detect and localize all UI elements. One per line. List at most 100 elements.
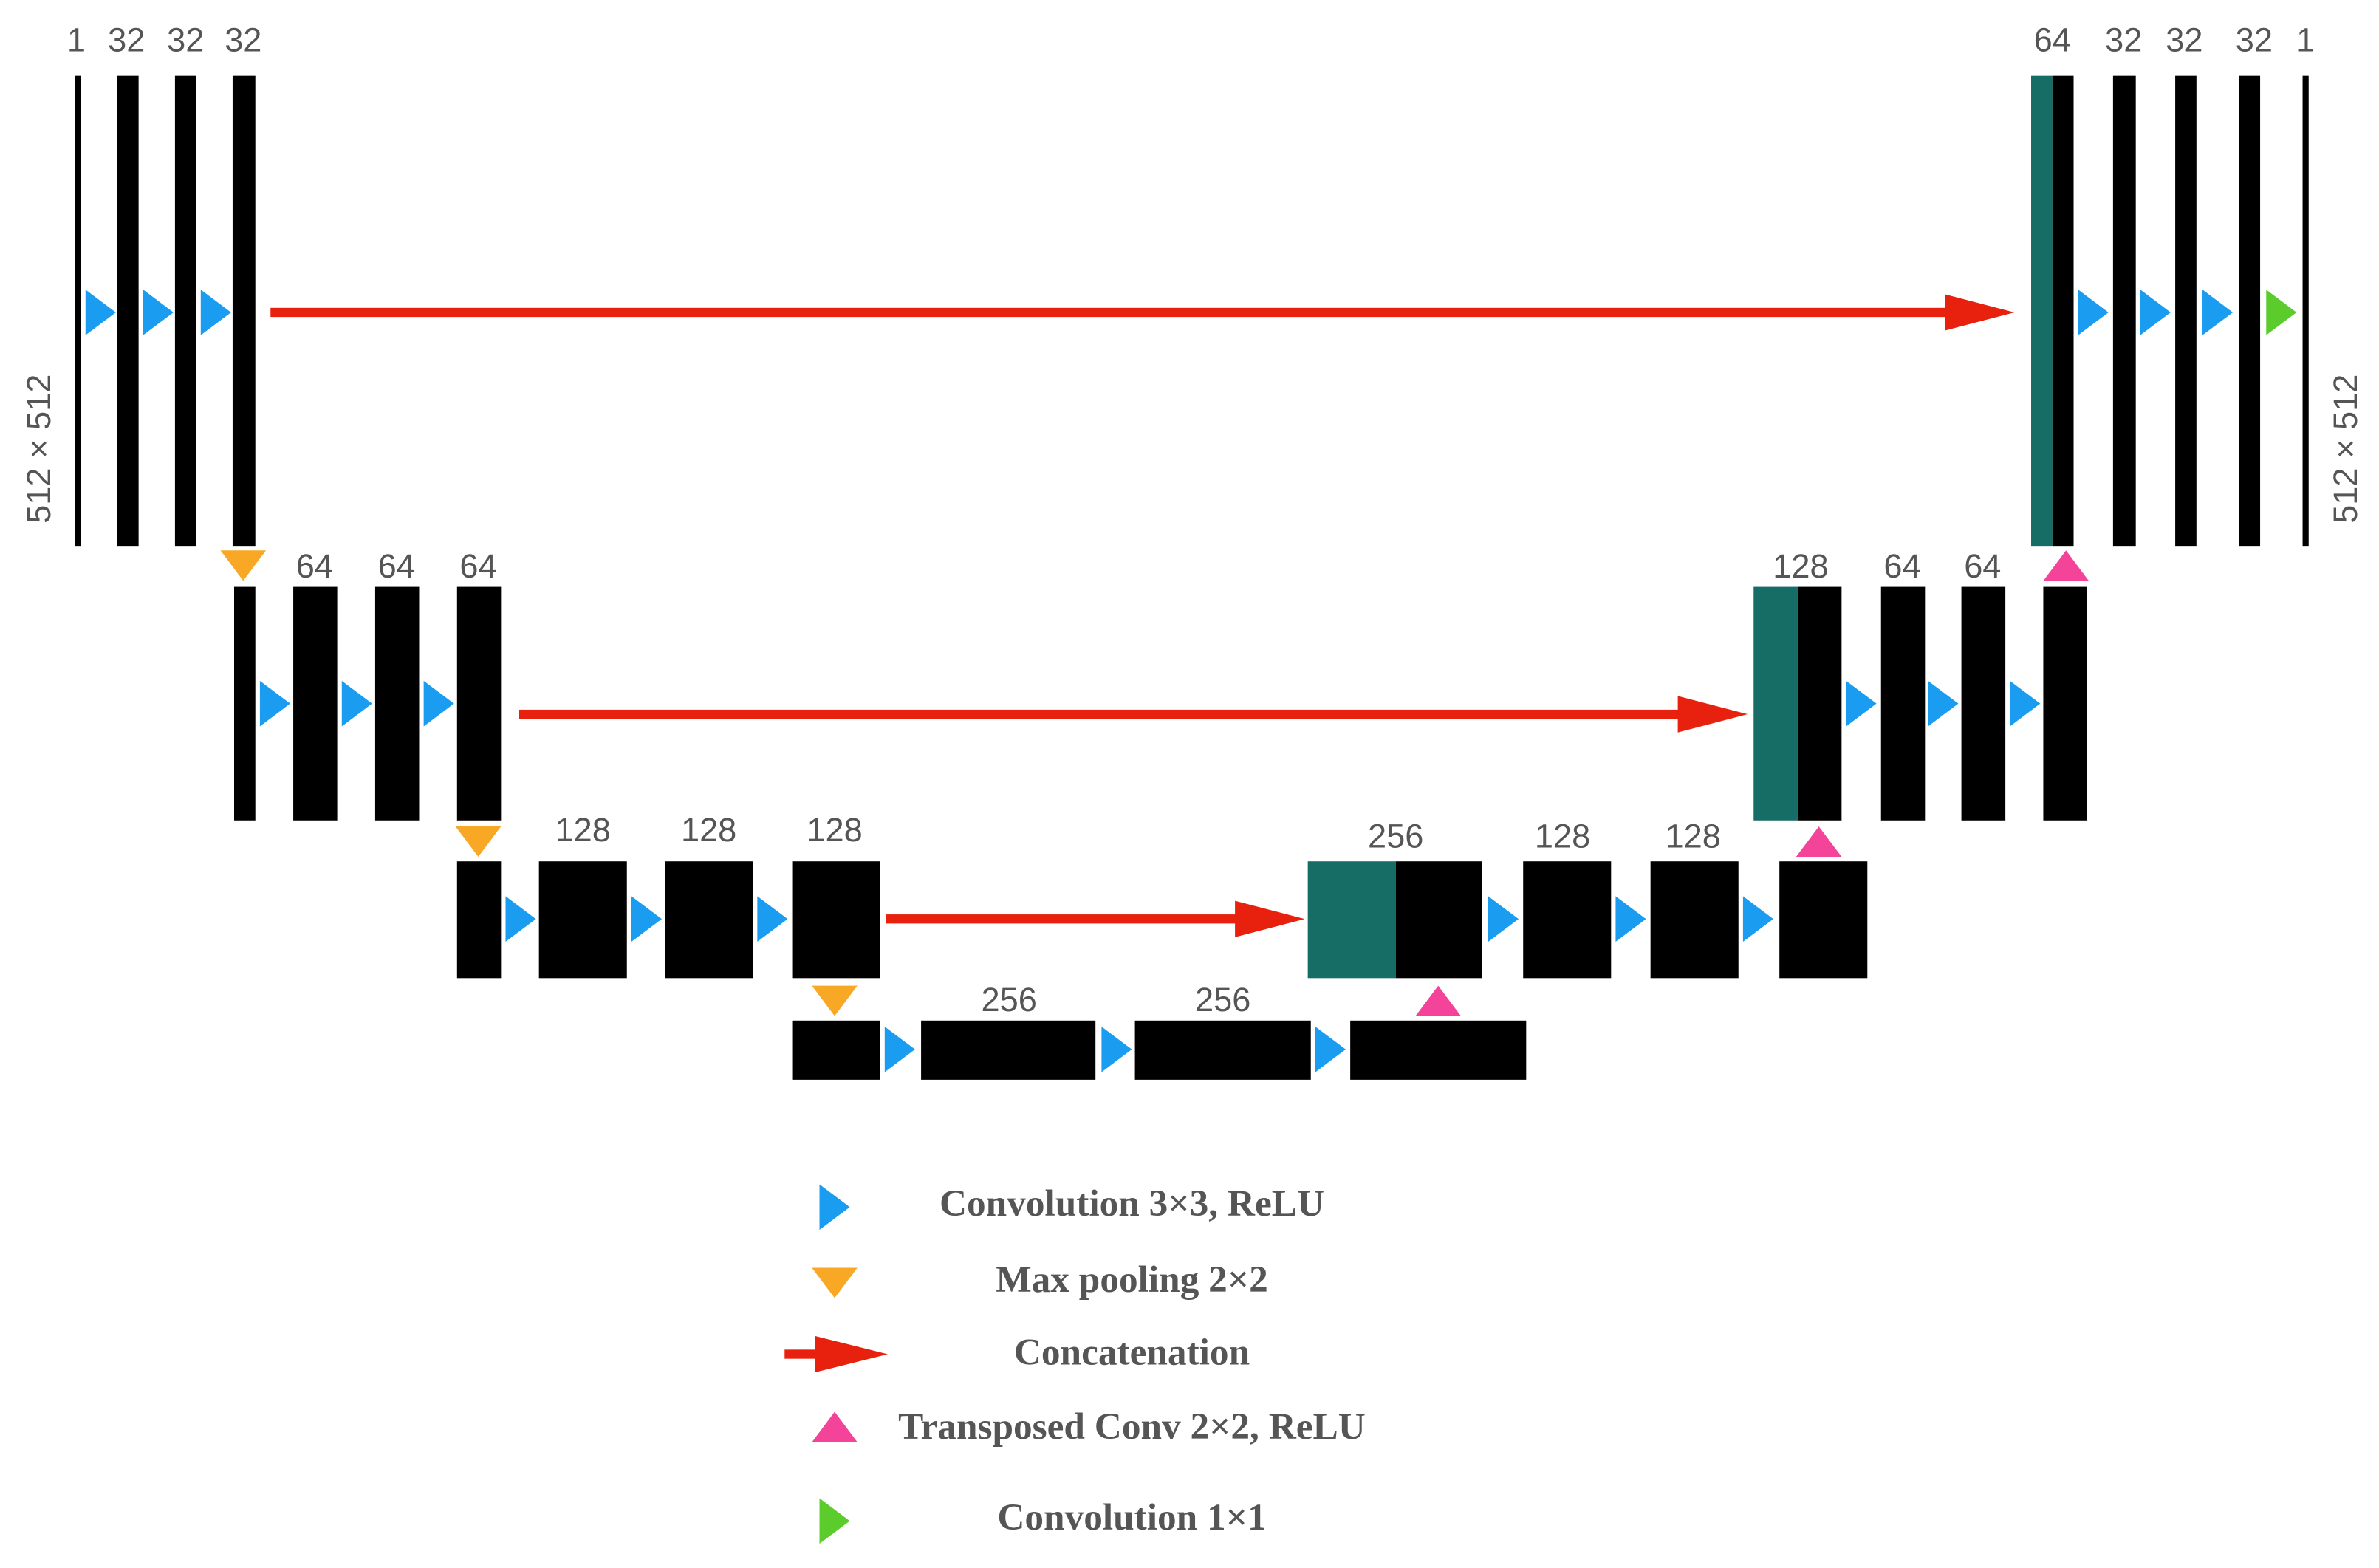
channel-label: 32 (167, 21, 204, 58)
channel-label: 64 (1883, 547, 1920, 585)
feature-map (456, 586, 502, 821)
channel-label: 256 (1368, 817, 1423, 855)
legend-label: Convolution 3×3, ReLU (939, 1182, 1324, 1225)
feature-map (2302, 75, 2309, 547)
conv-arrow (341, 680, 372, 727)
copied-feature-map (2031, 75, 2053, 547)
conv-arrow (2202, 290, 2233, 335)
channel-label: 1 (67, 21, 86, 58)
feature-map (1880, 586, 1926, 821)
channel-label: 64 (378, 547, 415, 585)
feature-map (1779, 861, 1868, 979)
feature-map (2052, 75, 2074, 547)
feature-map (538, 861, 627, 979)
conv-arrow (200, 290, 231, 335)
feature-map (792, 861, 880, 979)
upconv-arrow (2043, 550, 2089, 581)
feature-map (1134, 1020, 1311, 1080)
conv1x1-arrow (2266, 290, 2297, 335)
legend-conv-icon (819, 1184, 850, 1230)
feature-map (921, 1020, 1096, 1080)
pool-arrow (455, 826, 502, 857)
channel-label: 32 (2236, 21, 2273, 58)
feature-map (1350, 1020, 1527, 1080)
conv-arrow (2140, 290, 2171, 335)
channel-label: 32 (2105, 21, 2142, 58)
channel-label: 32 (2166, 21, 2202, 58)
conv-arrow (1846, 680, 1877, 727)
channel-label: 256 (1195, 981, 1250, 1018)
legend-label: Transposed Conv 2×2, ReLU (898, 1406, 1366, 1448)
feature-map (2112, 75, 2136, 547)
conv-arrow (2078, 290, 2109, 335)
channel-label: 128 (681, 811, 736, 849)
legend-label: Concatenation (1014, 1331, 1250, 1373)
conv-arrow (1315, 1027, 1346, 1072)
feature-map (1650, 861, 1739, 979)
feature-map (233, 586, 256, 821)
legend-label: Max pooling 2×2 (996, 1259, 1268, 1301)
input-size: 512 × 512 (20, 374, 58, 524)
feature-map (374, 586, 420, 821)
conv-arrow (423, 680, 454, 727)
channel-label: 256 (981, 981, 1036, 1018)
pool-arrow (220, 550, 267, 581)
conv-arrow (505, 896, 536, 942)
feature-map (117, 75, 139, 547)
skip-arrow-shaft (886, 914, 1245, 924)
conv-arrow (259, 680, 290, 727)
upconv-arrow (1796, 826, 1842, 857)
conv-arrow (1742, 896, 1773, 942)
legend-conv1x1-icon (819, 1498, 850, 1544)
conv-arrow (85, 290, 116, 335)
feature-map (232, 75, 256, 547)
skip-arrow-head (1677, 696, 1748, 733)
conv-arrow (631, 896, 662, 942)
conv-arrow (1928, 680, 1959, 727)
channel-label: 64 (1964, 547, 2001, 585)
conv-arrow (757, 896, 788, 942)
skip-arrow-head (1944, 294, 2015, 331)
channel-label: 128 (1773, 547, 1828, 585)
feature-map (293, 586, 338, 821)
conv-arrow (1615, 896, 1646, 942)
feature-map (1961, 586, 2006, 821)
feature-map (1395, 861, 1482, 979)
feature-map (1797, 586, 1842, 821)
channel-label: 128 (1535, 817, 1590, 855)
output-size: 512 × 512 (2327, 374, 2364, 524)
channel-label: 128 (555, 811, 611, 849)
conv-arrow (143, 290, 174, 335)
upconv-arrow (1415, 985, 1462, 1016)
feature-map (2043, 586, 2087, 821)
channel-label: 128 (1665, 817, 1720, 855)
legend-upconv-icon (812, 1411, 858, 1442)
channel-label: 1 (2296, 21, 2315, 58)
channel-label: 32 (225, 21, 261, 58)
pool-arrow (812, 985, 858, 1016)
skip-arrow-head (1235, 900, 1305, 937)
copied-feature-map (1753, 586, 1798, 821)
feature-map (456, 861, 502, 979)
channel-label: 64 (459, 547, 496, 585)
copied-feature-map (1307, 861, 1396, 979)
channel-label: 32 (108, 21, 145, 58)
feature-map (1523, 861, 1612, 979)
legend-label: Convolution 1×1 (997, 1496, 1266, 1538)
legend-concat-head (815, 1335, 888, 1373)
feature-map (665, 861, 753, 979)
conv-arrow (884, 1027, 915, 1072)
channel-label: 64 (2034, 21, 2071, 58)
legend-pool-icon (812, 1267, 858, 1298)
feature-map (2239, 75, 2261, 547)
channel-label: 64 (296, 547, 333, 585)
feature-map (174, 75, 196, 547)
conv-arrow (1101, 1027, 1132, 1072)
channel-label: 128 (807, 811, 862, 849)
feature-map (2175, 75, 2197, 547)
skip-arrow-shaft (518, 709, 1687, 719)
skip-arrow-shaft (270, 307, 1954, 318)
conv-arrow (2010, 680, 2041, 727)
